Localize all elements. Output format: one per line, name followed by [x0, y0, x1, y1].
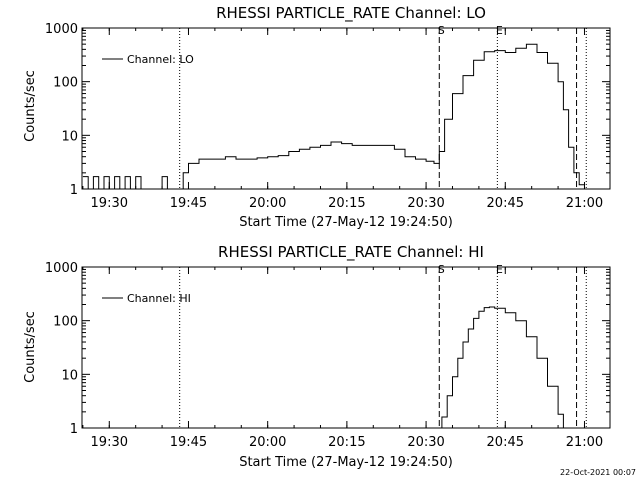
y-tick-label-lo: 100 — [53, 76, 78, 91]
y-axis-label-lo: Counts/sec — [23, 70, 38, 142]
x-tick-label-lo: 20:45 — [487, 196, 524, 211]
x-tick-label-lo: 19:45 — [170, 196, 207, 211]
legend-label-hi: Channel: HI — [127, 292, 191, 305]
y-tick-label-hi: 1 — [70, 422, 78, 437]
x-tick-label-hi: 20:30 — [407, 435, 444, 450]
plot-frame-hi — [81, 266, 611, 429]
y-tick-label-lo: 10 — [61, 129, 78, 144]
x-tick-label-hi: 19:45 — [170, 435, 207, 450]
x-tick-label-lo: 21:00 — [566, 196, 603, 211]
x-tick-label-hi: 20:45 — [487, 435, 524, 450]
x-tick-label-lo: 19:30 — [91, 196, 128, 211]
event-marker-label-hi: S — [438, 263, 445, 276]
y-tick-label-hi: 1000 — [45, 261, 78, 276]
x-tick-label-hi: 19:30 — [91, 435, 128, 450]
event-marker-label-lo: E — [496, 24, 503, 37]
x-tick-label-hi: 21:00 — [566, 435, 603, 450]
event-marker-label-hi: E — [496, 263, 503, 276]
legend-label-lo: Channel: LO — [127, 53, 194, 66]
event-marker-label-lo: S — [438, 24, 445, 37]
x-axis-label-hi: Start Time (27-May-12 19:24:50) — [239, 455, 453, 470]
x-tick-label-hi: 20:00 — [249, 435, 286, 450]
y-tick-label-hi: 10 — [61, 368, 78, 383]
series-line-lo — [82, 43, 585, 190]
x-axis-label-lo: Start Time (27-May-12 19:24:50) — [239, 215, 453, 230]
x-tick-label-lo: 20:15 — [328, 196, 365, 211]
chart-title-lo: RHESSI PARTICLE_RATE Channel: LO — [216, 4, 486, 23]
y-axis-label-hi: Counts/sec — [23, 311, 38, 383]
chart-title-hi: RHESSI PARTICLE_RATE Channel: HI — [218, 243, 484, 262]
x-tick-label-hi: 20:15 — [328, 435, 365, 450]
series-line-hi — [440, 306, 564, 429]
y-tick-label-hi: 100 — [53, 315, 78, 330]
x-tick-label-lo: 20:00 — [249, 196, 286, 211]
x-tick-label-lo: 20:30 — [407, 196, 444, 211]
y-tick-label-lo: 1 — [70, 183, 78, 198]
date-stamp: 22-Oct-2021 00:07 — [560, 468, 636, 477]
y-tick-label-lo: 1000 — [45, 22, 78, 37]
plot-frame-lo — [81, 27, 611, 190]
